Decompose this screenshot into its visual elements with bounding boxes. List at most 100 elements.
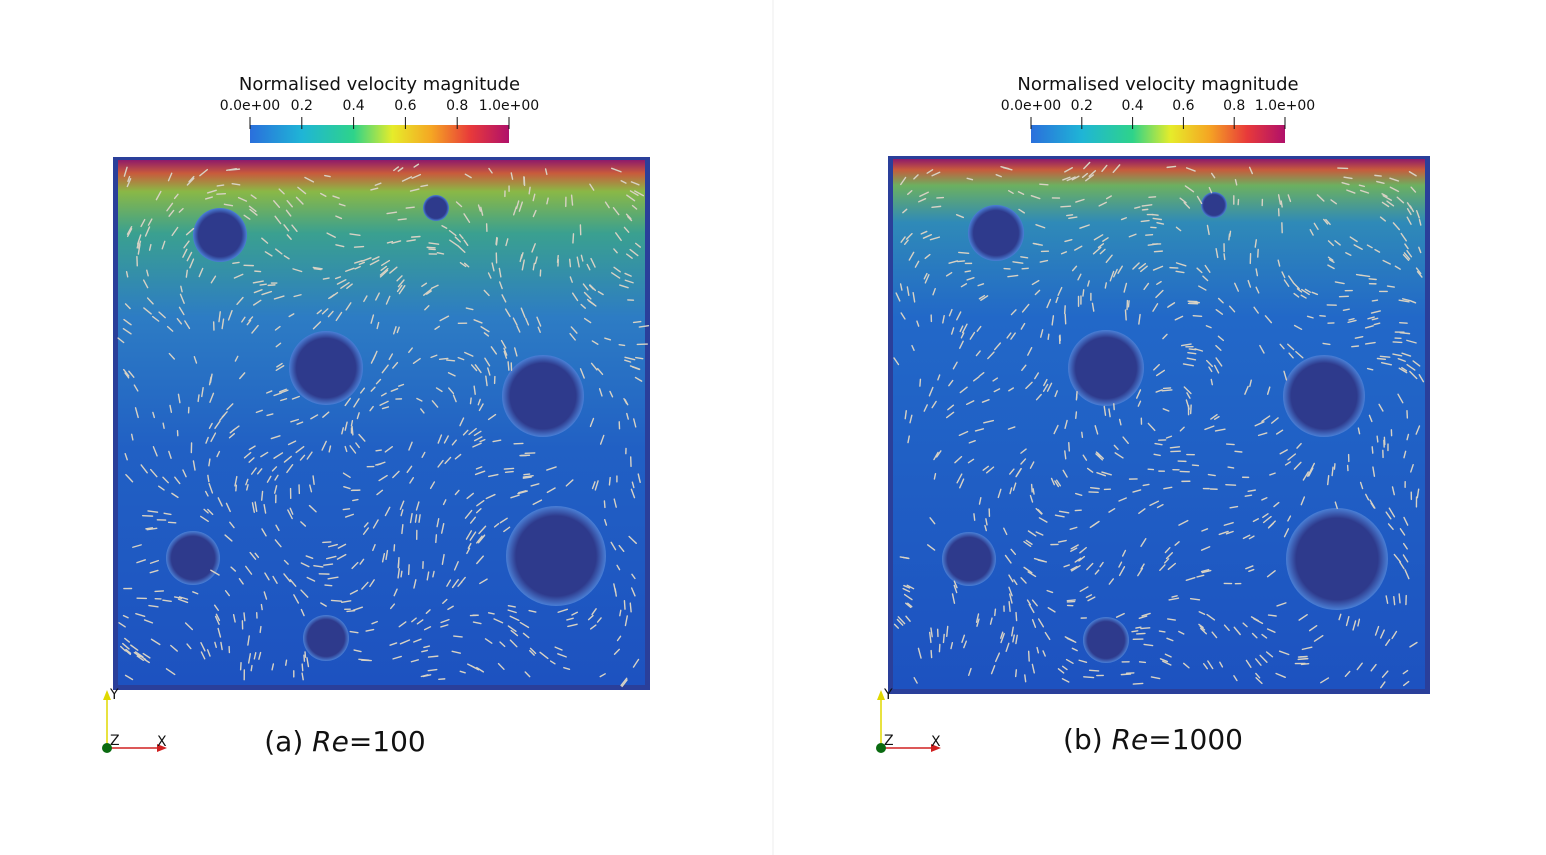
flow-arrow — [1046, 298, 1052, 309]
flow-arrow — [1264, 315, 1273, 324]
flow-arrow — [629, 365, 641, 370]
flow-arrow — [994, 652, 1001, 663]
flow-arrow — [178, 207, 184, 213]
flow-arrow — [406, 239, 416, 242]
flow-arrow — [528, 186, 531, 195]
flow-arrow — [136, 559, 146, 564]
flow-arrow — [321, 308, 329, 315]
flow-arrow — [1206, 359, 1214, 368]
flow-arrow — [1328, 258, 1335, 264]
flow-arrow — [519, 621, 530, 629]
flow-arrow — [523, 473, 531, 476]
flow-arrow — [1138, 615, 1148, 620]
flow-arrow — [1015, 611, 1018, 622]
flow-arrow — [1175, 270, 1185, 274]
flow-arrow — [413, 579, 417, 589]
flow-arrow — [899, 283, 903, 291]
flow-arrow — [409, 477, 415, 484]
flow-arrow — [933, 472, 937, 480]
flow-arrow — [248, 205, 257, 213]
flow-arrow — [152, 446, 158, 457]
flow-arrow — [1112, 164, 1121, 173]
obstacle — [1283, 355, 1365, 437]
flow-arrow — [1070, 547, 1078, 552]
flow-arrow — [1008, 593, 1013, 604]
flow-arrow — [263, 591, 268, 600]
flow-arrow — [261, 290, 273, 296]
flow-arrow — [589, 183, 595, 191]
flow-arrow — [353, 649, 362, 653]
flow-arrow — [1000, 631, 1004, 639]
flow-arrow — [287, 509, 293, 520]
flow-arrow — [525, 317, 530, 326]
flow-arrow — [1310, 462, 1315, 471]
flow-arrow — [256, 468, 263, 475]
flow-arrow — [124, 674, 134, 681]
flow-arrow — [1198, 623, 1204, 629]
flow-arrow — [1015, 467, 1022, 477]
flow-arrow — [147, 218, 153, 226]
flow-arrow — [1409, 370, 1418, 380]
flow-arrow — [995, 173, 1002, 178]
flow-arrow — [1261, 497, 1268, 501]
flow-arrow — [288, 313, 295, 318]
flow-arrow — [1327, 240, 1334, 247]
flow-arrow — [1138, 508, 1146, 515]
flow-arrow — [1201, 569, 1212, 574]
flow-arrow — [473, 430, 482, 437]
flow-arrow — [421, 282, 428, 287]
flow-arrow — [1153, 250, 1164, 253]
flow-arrow — [1071, 265, 1078, 272]
flow-arrow — [503, 350, 508, 359]
flow-arrow — [1161, 389, 1173, 392]
flow-arrow — [911, 344, 915, 351]
flow-arrow — [1288, 352, 1294, 359]
flow-arrow — [1105, 254, 1113, 264]
flow-arrow — [904, 239, 909, 245]
flow-arrow — [369, 405, 374, 412]
flow-arrow — [532, 193, 536, 202]
flow-arrow — [336, 553, 347, 560]
flow-arrow — [309, 484, 313, 493]
flow-arrow — [250, 664, 253, 672]
flow-arrow — [1251, 632, 1258, 639]
flow-arrow — [359, 558, 365, 565]
flow-arrow — [1092, 246, 1102, 255]
flow-arrow — [238, 577, 244, 585]
flow-arrow — [420, 184, 429, 188]
flow-arrow — [954, 455, 963, 464]
flow-arrow — [1118, 566, 1126, 577]
flow-arrow — [903, 584, 911, 589]
flow-arrow — [1127, 300, 1130, 308]
flow-arrow — [582, 283, 589, 291]
flow-arrow — [376, 321, 380, 330]
flow-arrow — [900, 236, 906, 243]
flow-arrow — [273, 295, 285, 300]
flow-arrow — [278, 188, 285, 195]
flow-arrow — [516, 325, 521, 333]
flow-arrow — [1012, 261, 1024, 264]
flow-arrow — [1034, 372, 1040, 380]
flow-arrow — [627, 215, 633, 222]
flow-arrow — [149, 559, 160, 564]
flow-arrow — [1086, 467, 1094, 473]
flow-arrow — [1156, 280, 1162, 285]
flow-arrow — [1062, 176, 1071, 181]
flow-arrow — [346, 610, 356, 613]
flow-arrow — [900, 312, 906, 320]
flow-arrow — [1293, 292, 1300, 298]
flow-arrow — [1406, 208, 1412, 216]
flow-arrow — [1174, 541, 1180, 546]
flow-arrow — [616, 635, 622, 642]
flow-arrow — [1206, 613, 1216, 621]
flow-arrow — [370, 386, 376, 392]
flow-arrow — [142, 279, 149, 289]
flow-arrow — [1308, 624, 1318, 632]
flow-arrow — [308, 504, 317, 513]
flow-arrow — [266, 413, 274, 417]
flow-arrow — [1055, 479, 1062, 487]
flow-arrow — [604, 518, 608, 526]
flow-arrow — [125, 648, 132, 655]
flow-arrow — [120, 645, 127, 652]
flow-arrow — [1386, 285, 1395, 288]
